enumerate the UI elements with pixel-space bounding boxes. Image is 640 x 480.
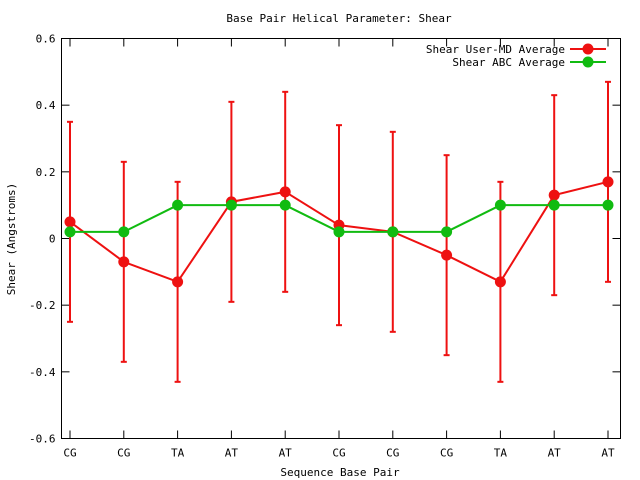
data-point [494,199,506,211]
legend-marker [582,56,594,68]
data-point [387,226,399,238]
x-tick-label: TA [494,447,508,460]
data-point [279,199,291,211]
x-axis-label: Sequence Base Pair [280,466,400,479]
x-tick-label: CG [332,447,345,460]
data-point [548,199,560,211]
data-point [118,226,130,238]
x-tick-label: CG [440,447,453,460]
y-axis-ticks: -0.6 -0.4 -0.2 0 0.2 0.4 0.6 [29,33,621,446]
chart-title: Base Pair Helical Parameter: Shear [226,12,452,25]
y-tick-label: 0 [49,233,56,246]
x-tick-label: CG [386,447,399,460]
data-point [494,276,506,288]
x-axis-ticks: CG CG TA AT AT CG CG CG TA AT AT [63,38,615,460]
data-point [441,249,453,261]
y-tick-label: -0.6 [29,433,56,446]
y-tick-label: 0.2 [36,166,56,179]
y-tick-label: 0.4 [36,99,56,112]
x-tick-label: AT [279,447,293,460]
x-tick-label: CG [63,447,76,460]
series-layer [64,80,614,383]
x-tick-label: TA [171,447,185,460]
data-point [333,226,345,238]
x-tick-label: AT [225,447,239,460]
data-point [225,199,237,211]
data-point [441,226,453,238]
series-2 [64,199,614,238]
data-point [64,226,76,238]
data-point [118,256,130,268]
y-tick-label: -0.2 [29,299,56,312]
data-point [172,276,184,288]
y-tick-label: 0.6 [36,33,56,46]
data-point [172,199,184,211]
x-tick-label: AT [601,447,615,460]
legend-label: Shear ABC Average [452,56,565,69]
data-point [279,186,291,198]
legend-label: Shear User-MD Average [426,43,565,56]
x-tick-label: CG [117,447,130,460]
data-point [602,199,614,211]
y-axis-label: Shear (Angstroms) [5,183,18,296]
x-tick-label: AT [548,447,562,460]
legend-marker [582,43,594,55]
y-tick-label: -0.4 [29,366,56,379]
data-point [548,189,560,201]
plot-frame [61,38,621,439]
data-point [64,216,76,228]
data-point [602,176,614,188]
